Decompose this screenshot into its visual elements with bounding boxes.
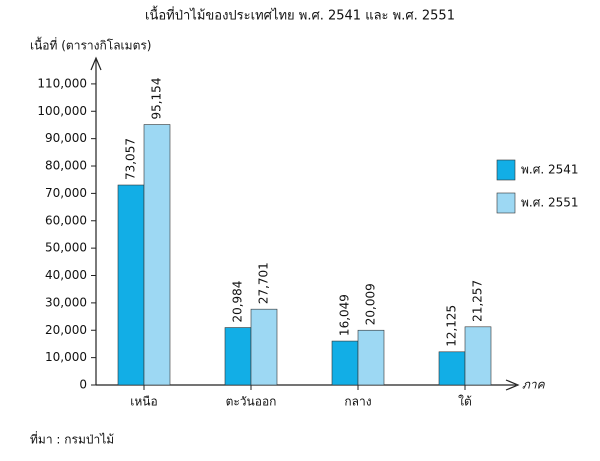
y-tick-label: 10,000 — [45, 350, 87, 364]
y-tick-label: 30,000 — [45, 295, 87, 309]
legend-swatch — [496, 192, 516, 214]
y-axis-arrow — [90, 56, 102, 71]
x-tick-label: กลาง — [344, 395, 371, 409]
y-tick-label: 100,000 — [37, 104, 87, 118]
x-tick-label: เหนือ — [130, 395, 157, 409]
x-tick-label: ใต้ — [458, 395, 472, 409]
y-tick-label: 40,000 — [45, 268, 87, 282]
bar — [224, 327, 252, 386]
bar — [117, 184, 145, 386]
source-note: ที่มา : กรมป่าไม้ — [30, 431, 114, 447]
y-tick-label: 90,000 — [45, 131, 87, 145]
value-label: 12,125 — [445, 305, 459, 347]
y-tick-label: 80,000 — [45, 159, 87, 173]
x-tick-label: ตะวันออก — [226, 395, 277, 409]
x-axis-arrow — [505, 379, 520, 391]
bar — [331, 340, 359, 386]
legend-label: พ.ศ. 2551 — [521, 196, 579, 210]
y-tick-label: 20,000 — [45, 323, 87, 337]
chart-title: เนื้อที่ป่าไม้ของประเทศไทย พ.ศ. 2541 และ… — [145, 6, 455, 24]
y-tick-label: 60,000 — [45, 213, 87, 227]
y-tick-label: 50,000 — [45, 241, 87, 255]
value-label: 73,057 — [124, 138, 138, 180]
legend-label: พ.ศ. 2541 — [521, 163, 579, 177]
value-label: 20,984 — [231, 281, 245, 323]
value-label: 16,049 — [338, 294, 352, 336]
bar — [250, 308, 278, 386]
x-axis-label: ภาค — [522, 378, 546, 392]
bar — [143, 124, 171, 386]
value-label: 95,154 — [150, 78, 164, 120]
bar — [464, 326, 492, 386]
value-label: 21,257 — [471, 280, 485, 322]
y-tick-label: 0 — [79, 378, 87, 392]
legend-swatch — [496, 159, 516, 181]
value-label: 27,701 — [257, 262, 271, 304]
bar — [438, 351, 466, 386]
y-tick-label: 70,000 — [45, 186, 87, 200]
value-label: 20,009 — [364, 283, 378, 325]
y-axis-label: เนื้อที่ (ตารางกิโลเมตร) — [30, 37, 152, 53]
bar — [357, 329, 385, 386]
y-tick-label: 110,000 — [37, 76, 87, 90]
